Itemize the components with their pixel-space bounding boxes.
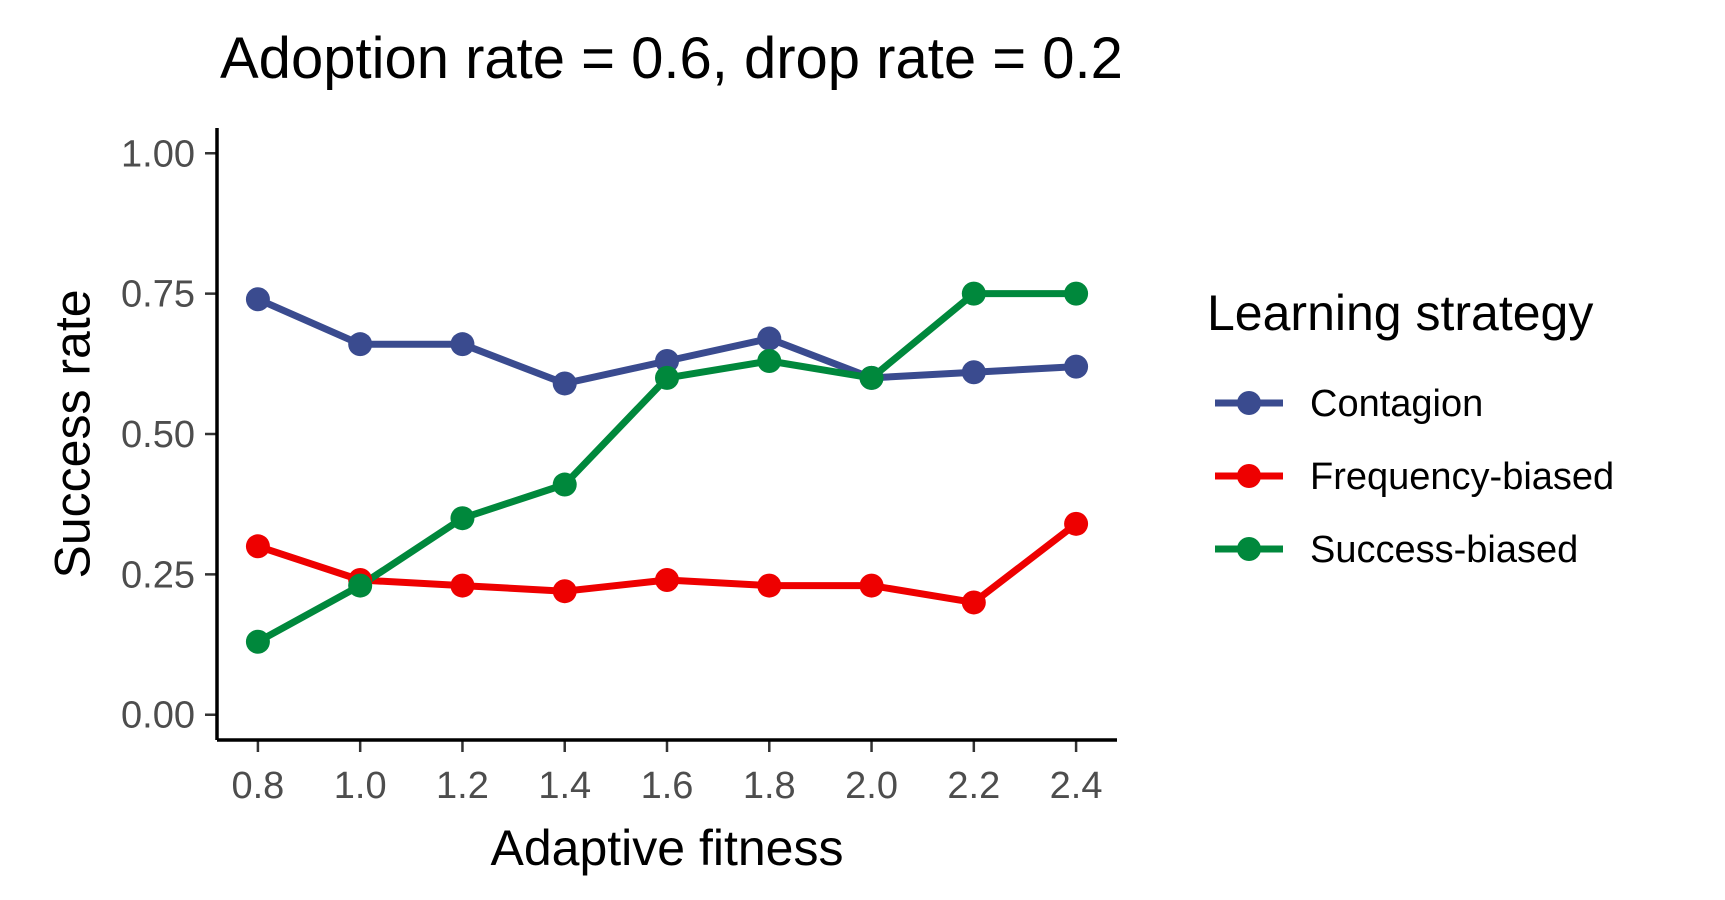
x-tick-label: 1.0 xyxy=(334,765,387,807)
x-tick-label: 2.4 xyxy=(1050,765,1103,807)
chart-title: Adoption rate = 0.6, drop rate = 0.2 xyxy=(220,26,1123,91)
data-point-success-biased xyxy=(859,365,884,390)
x-tick-label: 1.4 xyxy=(538,765,591,807)
data-point-success-biased xyxy=(961,281,986,306)
series-points xyxy=(245,281,1089,654)
x-tick-label: 0.8 xyxy=(231,765,284,807)
y-tick-label: 1.00 xyxy=(121,133,195,175)
data-point-success-biased xyxy=(757,349,782,374)
plot-area: 0.8 1.0 1.2 1.4 1.6 1.8 2.0 2.2 2.4 0.00 0.25 0.50… xyxy=(121,128,1117,807)
x-axis-ticks: 0.8 1.0 1.2 1.4 1.6 1.8 2.0 2.2 2.4 xyxy=(231,740,1103,807)
data-point-contagion xyxy=(450,332,475,357)
data-point-frequency-biased xyxy=(655,567,679,592)
data-point-contagion xyxy=(757,326,782,351)
x-tick-label: 2.0 xyxy=(845,765,898,807)
legend-marker-frequency-biased xyxy=(1237,464,1261,488)
legend-items: Contagion Frequency-biased Success-biased xyxy=(1215,383,1614,571)
data-point-success-biased xyxy=(450,506,475,531)
data-point-success-biased xyxy=(348,573,373,598)
legend-item-contagion: Contagion xyxy=(1215,383,1483,425)
data-point-contagion xyxy=(961,360,986,385)
x-tick-label: 2.2 xyxy=(947,765,1000,807)
data-point-frequency-biased xyxy=(757,573,782,598)
data-point-frequency-biased xyxy=(450,573,475,598)
data-point-success-biased xyxy=(1064,281,1089,306)
y-tick-label: 0.25 xyxy=(121,554,195,596)
legend-marker-success-biased xyxy=(1237,537,1261,561)
legend-label-frequency-biased: Frequency-biased xyxy=(1310,456,1614,498)
data-point-frequency-biased xyxy=(1064,511,1089,536)
x-tick-label: 1.8 xyxy=(743,765,796,807)
data-point-contagion xyxy=(552,371,577,396)
data-point-contagion xyxy=(245,287,270,312)
y-tick-label: 0.00 xyxy=(121,695,195,737)
data-point-frequency-biased xyxy=(552,579,577,604)
data-point-frequency-biased xyxy=(961,590,986,615)
data-point-contagion xyxy=(655,349,679,374)
legend-item-success-biased: Success-biased xyxy=(1215,529,1578,571)
data-point-contagion xyxy=(348,332,373,357)
legend-title: Learning strategy xyxy=(1207,285,1593,341)
y-axis-title: Success rate xyxy=(45,289,101,578)
y-tick-label: 0.50 xyxy=(121,414,195,456)
x-axis-title: Adaptive fitness xyxy=(491,820,844,876)
legend: Learning strategy Contagion Frequency-bia… xyxy=(1207,285,1614,571)
y-axis-ticks: 0.00 0.25 0.50 0.75 1.00 xyxy=(121,133,217,737)
data-point-contagion xyxy=(1064,354,1089,379)
legend-label-contagion: Contagion xyxy=(1310,383,1483,425)
y-tick-label: 0.75 xyxy=(121,274,195,316)
legend-marker-contagion xyxy=(1237,391,1261,415)
x-tick-label: 1.6 xyxy=(641,765,694,807)
data-point-success-biased xyxy=(655,365,679,390)
legend-item-frequency-biased: Frequency-biased xyxy=(1215,456,1614,498)
data-point-frequency-biased xyxy=(245,534,270,559)
x-tick-label: 1.2 xyxy=(436,765,489,807)
data-point-success-biased xyxy=(245,629,270,654)
data-point-frequency-biased xyxy=(859,573,884,598)
data-point-success-biased xyxy=(552,472,577,497)
legend-label-success-biased: Success-biased xyxy=(1310,529,1578,571)
